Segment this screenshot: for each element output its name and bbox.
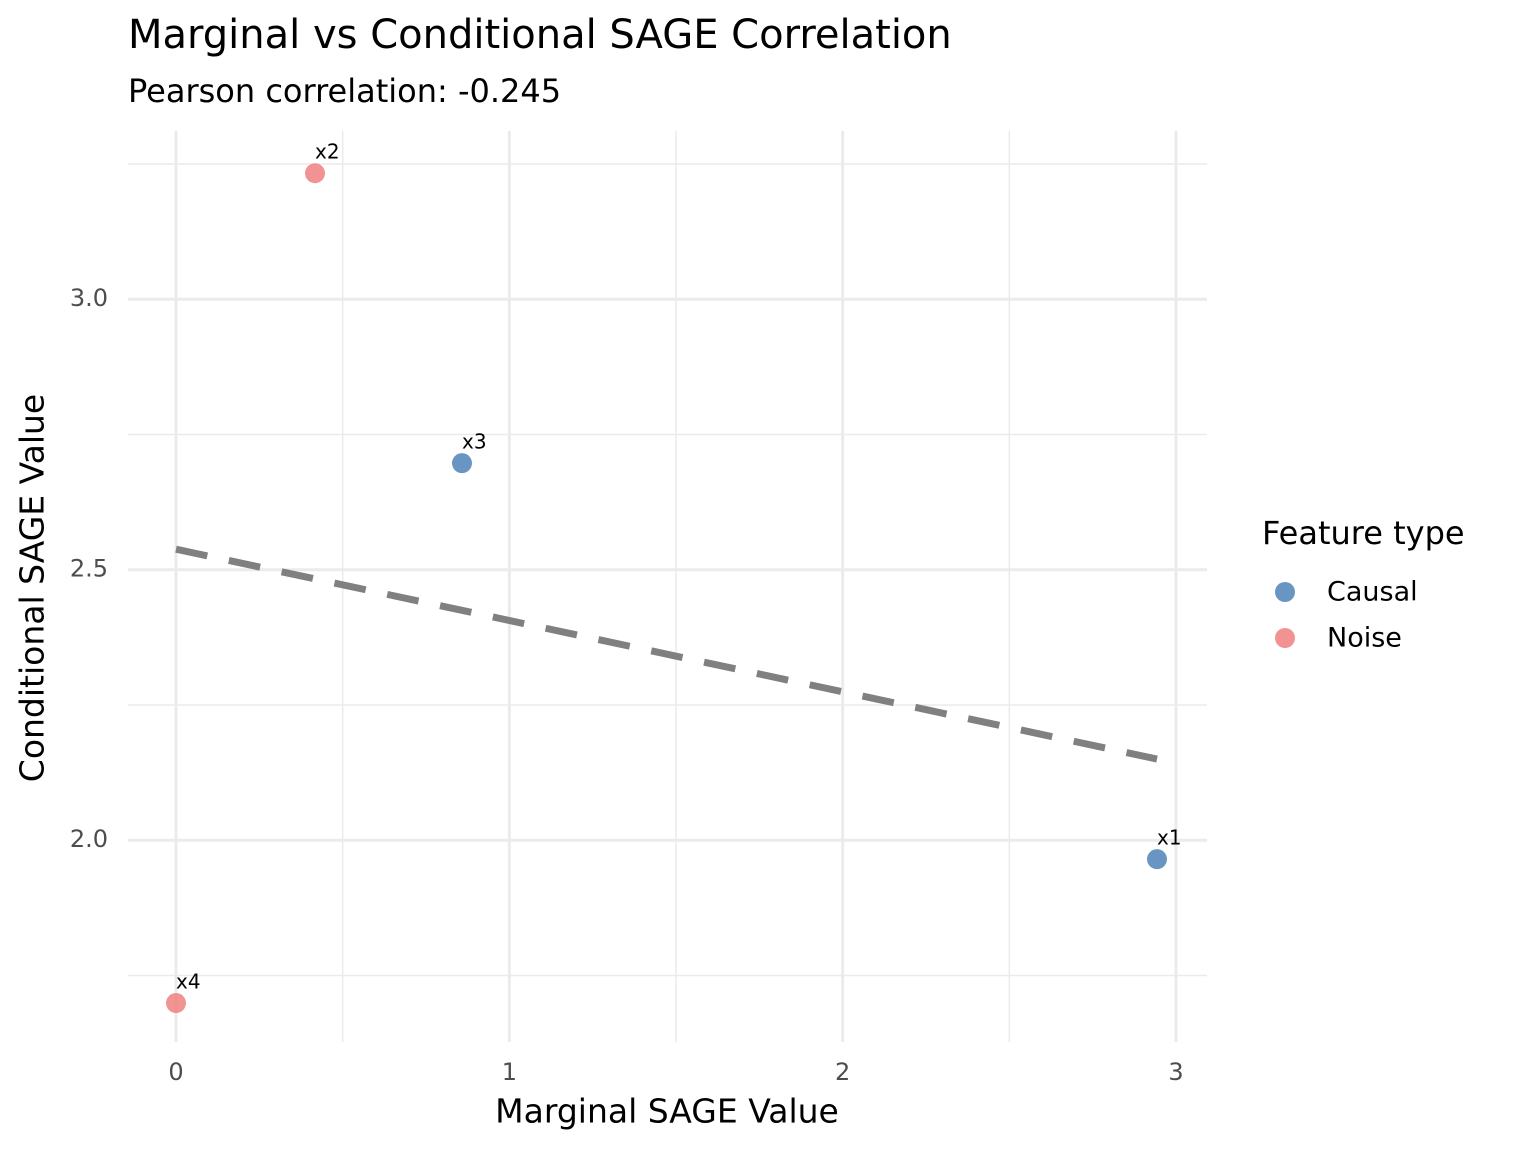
point-label: x2	[315, 140, 340, 164]
chart-subtitle: Pearson correlation: -0.245	[128, 72, 561, 110]
legend-title: Feature type	[1262, 514, 1465, 552]
x-tick-label: 1	[502, 1058, 517, 1086]
legend-label: Noise	[1327, 623, 1402, 654]
point-label: x4	[176, 970, 201, 994]
x-axis-title: Marginal SAGE Value	[495, 1092, 839, 1131]
trend-line	[175, 545, 1158, 763]
y-tick-label: 2.5	[70, 555, 108, 583]
point	[1147, 849, 1167, 870]
point	[452, 453, 472, 474]
y-tick-label: 3.0	[70, 284, 108, 312]
x-tick-label: 3	[1168, 1058, 1183, 1086]
point	[305, 163, 325, 184]
legend-label: Causal	[1327, 577, 1418, 608]
x-tick-label: 0	[168, 1058, 183, 1086]
legend-key	[1275, 582, 1295, 602]
point	[166, 993, 186, 1014]
point-label: x1	[1157, 826, 1182, 850]
x-tick-label: 2	[835, 1058, 850, 1086]
y-tick-label: 2.0	[70, 825, 108, 853]
chart-title: Marginal vs Conditional SAGE Correlation	[128, 12, 952, 58]
legend-key	[1275, 628, 1295, 648]
point-label: x3	[462, 430, 487, 454]
y-axis-title: Conditional SAGE Value	[13, 394, 52, 782]
